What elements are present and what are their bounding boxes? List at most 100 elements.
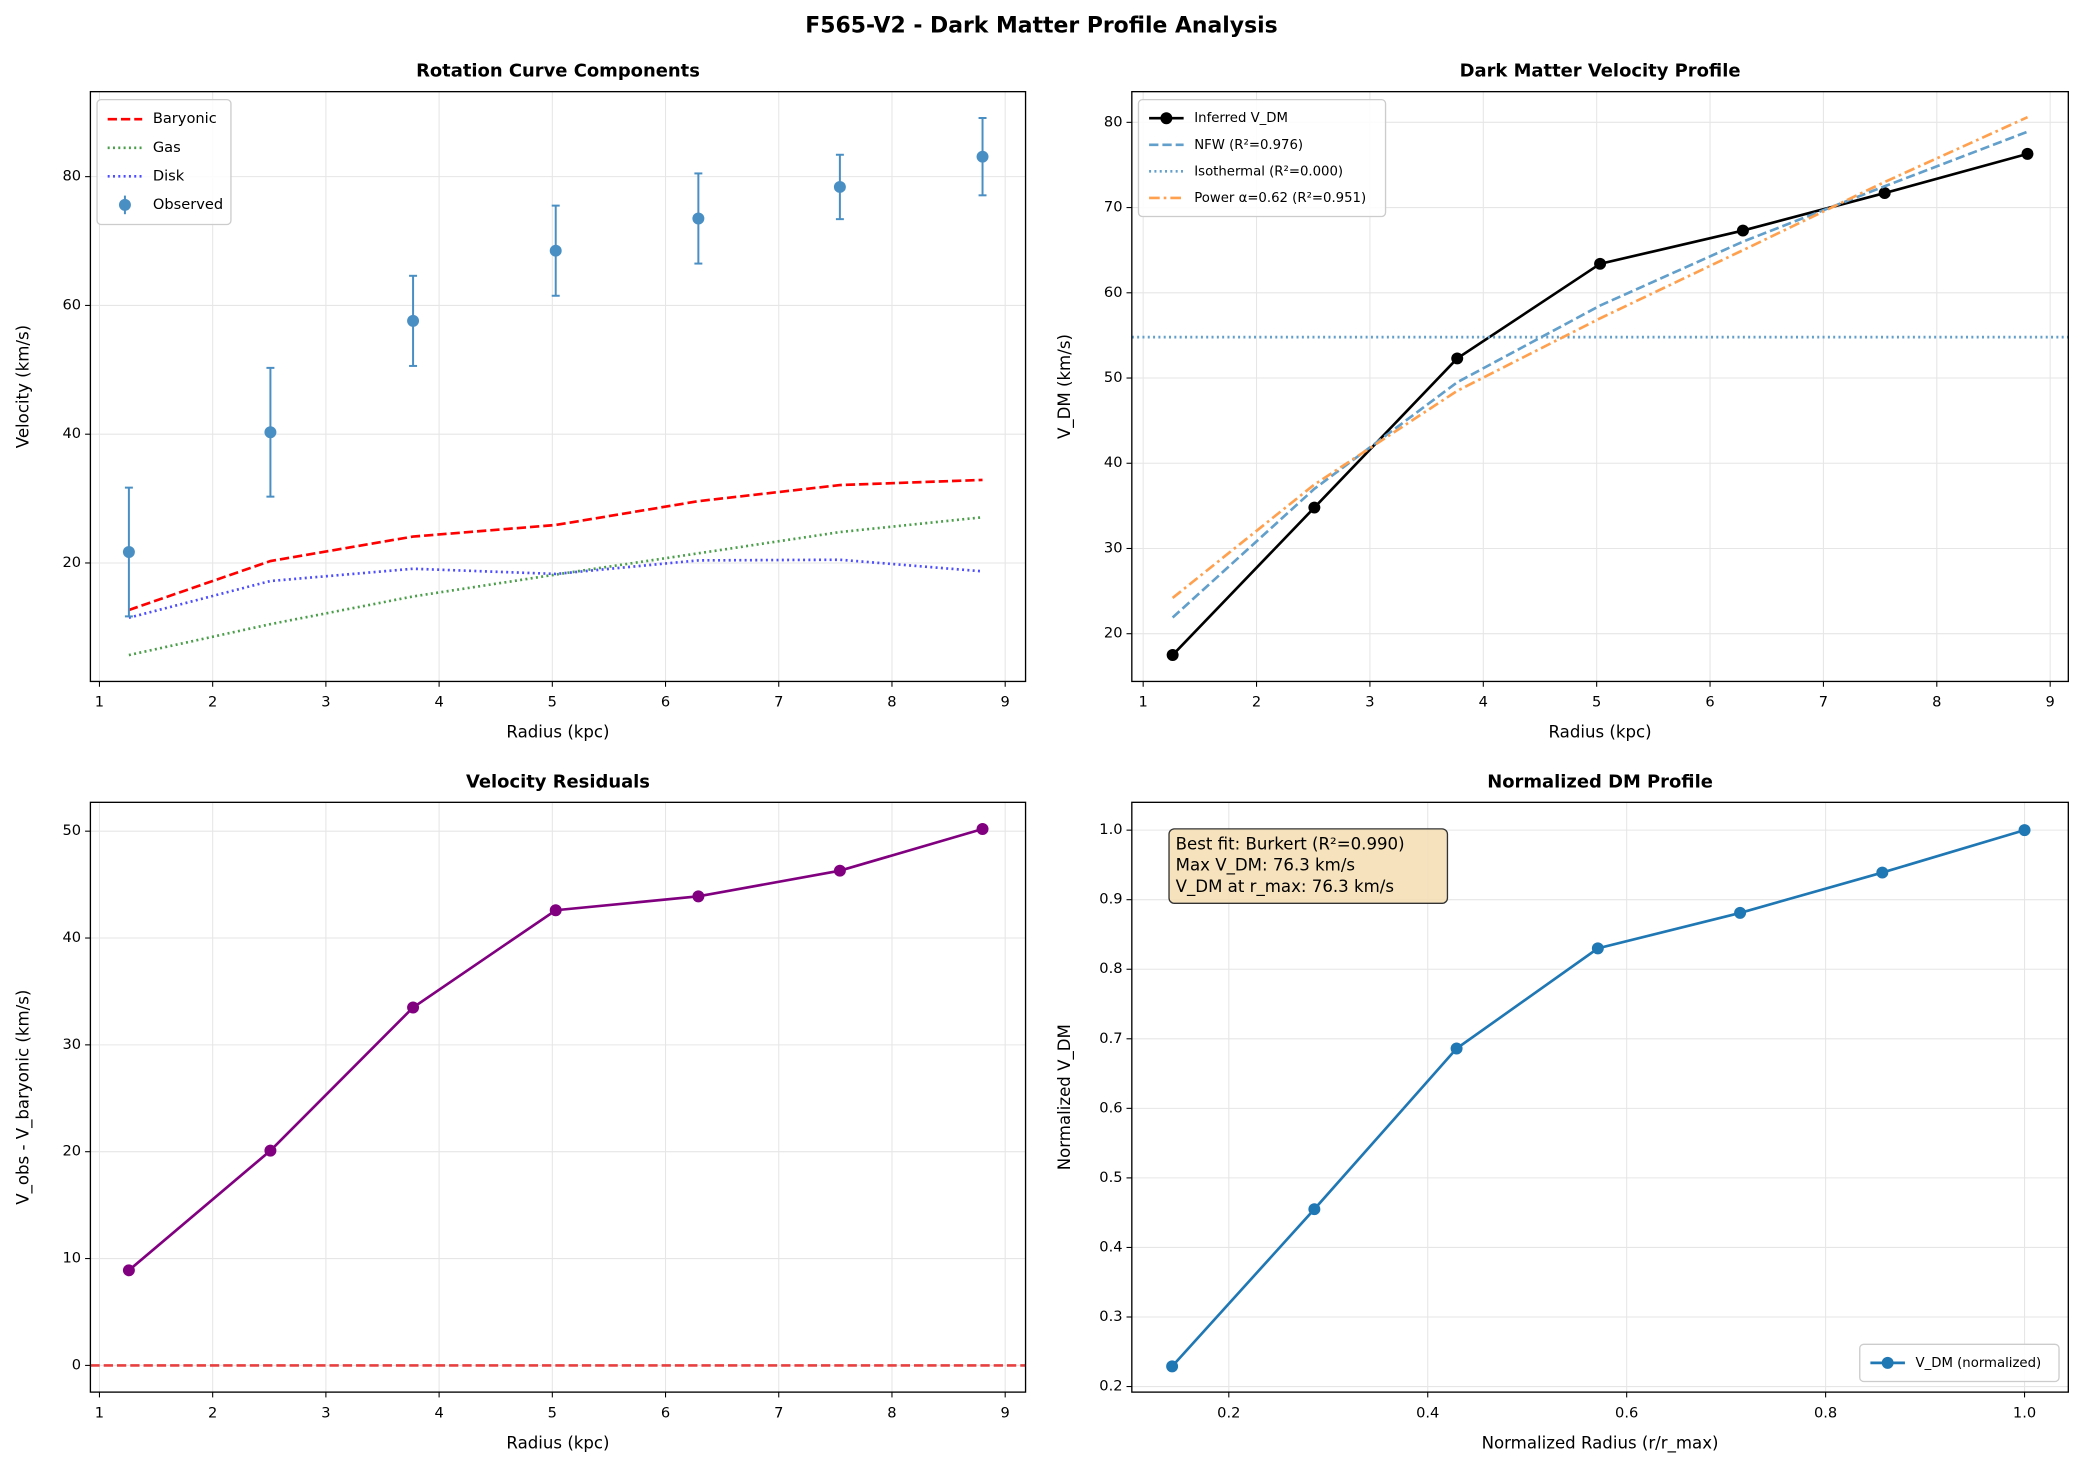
data-point — [1308, 1203, 1321, 1216]
y-tick-label: 0.9 — [1099, 891, 1122, 908]
series-line — [1171, 152, 2028, 656]
x-tick-label: 1 — [1139, 694, 1148, 711]
data-point — [1166, 1360, 1179, 1373]
y-tick-label: 10 — [63, 1250, 82, 1267]
plot-area — [90, 823, 1026, 1367]
data-point — [692, 890, 705, 903]
y-tick-label: 80 — [63, 168, 82, 185]
data-point — [122, 1264, 135, 1277]
x-axis-label: Radius (kpc) — [1549, 723, 1652, 742]
y-tick-label: 0.7 — [1099, 1030, 1122, 1047]
series-line — [128, 515, 983, 657]
data-point — [1736, 224, 1749, 237]
data-point — [1594, 257, 1607, 270]
axes-frame — [1131, 90, 2069, 683]
y-tick-label: 0 — [72, 1356, 81, 1373]
y-tick-label: 0.8 — [1099, 960, 1122, 977]
x-tick-label: 3 — [321, 1404, 330, 1421]
subplot-title: Rotation Curve Components — [416, 61, 700, 82]
axes-frame — [1131, 801, 2069, 1393]
y-tick-label: 30 — [63, 1036, 82, 1053]
x-tick-label: 6 — [661, 1404, 670, 1421]
legend-label: Gas — [153, 139, 181, 156]
plot-area — [122, 117, 989, 657]
y-tick-label: 50 — [1104, 369, 1123, 386]
series-line — [1171, 130, 2028, 619]
legend-label: Inferred V_DM — [1194, 111, 1288, 126]
x-tick-label: 0.8 — [1814, 1404, 1837, 1421]
y-tick-label: 0.2 — [1099, 1378, 1122, 1395]
data-point — [1450, 1042, 1463, 1055]
x-axis-label: Normalized Radius (r/r_max) — [1482, 1433, 1719, 1453]
y-axis-label: V_obs - V_baryonic (km/s) — [13, 990, 33, 1205]
series-line — [128, 558, 983, 619]
x-tick-label: 8 — [887, 1404, 896, 1421]
x-tick-label: 0.2 — [1217, 1404, 1240, 1421]
x-axis-label: Radius (kpc) — [506, 723, 609, 742]
y-tick-label: 0.3 — [1099, 1308, 1122, 1325]
data-point — [2021, 147, 2034, 160]
x-tick-label: 3 — [1365, 694, 1374, 711]
x-tick-label: 2 — [208, 1404, 217, 1421]
subplot-title: Velocity Residuals — [466, 771, 650, 792]
x-tick-label: 9 — [1001, 694, 1010, 711]
x-tick-label: 5 — [1592, 694, 1601, 711]
legend-label: Observed — [153, 196, 223, 213]
legend-label: Disk — [153, 167, 185, 184]
y-tick-label: 40 — [63, 929, 82, 946]
x-tick-label: 5 — [548, 1404, 557, 1421]
annotation-text: V_DM at r_max: 76.3 km/s — [1176, 877, 1394, 897]
x-tick-label: 9 — [1001, 1404, 1010, 1421]
series-line — [128, 827, 983, 1272]
legend-label: NFW (R²=0.976) — [1194, 138, 1303, 153]
y-tick-label: 20 — [63, 1143, 82, 1160]
x-tick-label: 7 — [1819, 694, 1828, 711]
data-point — [122, 546, 135, 559]
legend-box — [96, 98, 232, 226]
y-tick-label: 50 — [63, 822, 82, 839]
legend-swatch — [1160, 112, 1173, 125]
x-tick-label: 5 — [548, 694, 557, 711]
axes-frame — [89, 90, 1027, 683]
data-point — [833, 180, 846, 193]
y-tick-label: 60 — [63, 296, 82, 313]
x-tick-label: 7 — [774, 1404, 783, 1421]
series-line — [1171, 828, 2025, 1368]
legend-label: Power α=0.62 (R²=0.951) — [1194, 191, 1366, 206]
data-point — [2018, 824, 2031, 837]
series-line — [128, 478, 983, 612]
x-tick-label: 2 — [1252, 694, 1261, 711]
data-point — [1876, 866, 1889, 879]
legend-label: Isothermal (R²=0.000) — [1194, 164, 1343, 179]
x-tick-label: 4 — [434, 1404, 443, 1421]
annotation-box — [1168, 828, 1449, 904]
y-tick-label: 20 — [1104, 625, 1123, 642]
x-tick-label: 2 — [208, 694, 217, 711]
data-point — [1166, 649, 1179, 662]
y-tick-label: 40 — [63, 425, 82, 442]
data-point — [692, 212, 705, 225]
y-tick-label: 0.5 — [1099, 1169, 1122, 1186]
x-tick-label: 3 — [321, 694, 330, 711]
legend-swatch — [118, 198, 131, 211]
x-tick-label: 0.6 — [1615, 1404, 1638, 1421]
legend-swatch — [1881, 1356, 1894, 1369]
data-point — [1878, 187, 1891, 200]
y-tick-label: 0.6 — [1099, 1099, 1122, 1116]
y-axis-label: Velocity (km/s) — [13, 325, 32, 448]
data-point — [1734, 906, 1747, 919]
data-point — [264, 426, 277, 439]
y-tick-label: 0.4 — [1099, 1238, 1122, 1255]
y-tick-label: 30 — [1104, 539, 1123, 556]
data-point — [549, 244, 562, 257]
data-point — [1308, 501, 1321, 514]
y-axis-label: V_DM (km/s) — [1055, 334, 1075, 439]
data-point — [407, 1001, 420, 1014]
plot-area — [1131, 116, 2069, 662]
y-tick-label: 70 — [1104, 199, 1123, 216]
data-point — [1451, 352, 1464, 365]
series-line — [1171, 116, 2029, 599]
figure-title: F565-V2 - Dark Matter Profile Analysis — [805, 14, 1277, 39]
data-point — [833, 864, 846, 877]
